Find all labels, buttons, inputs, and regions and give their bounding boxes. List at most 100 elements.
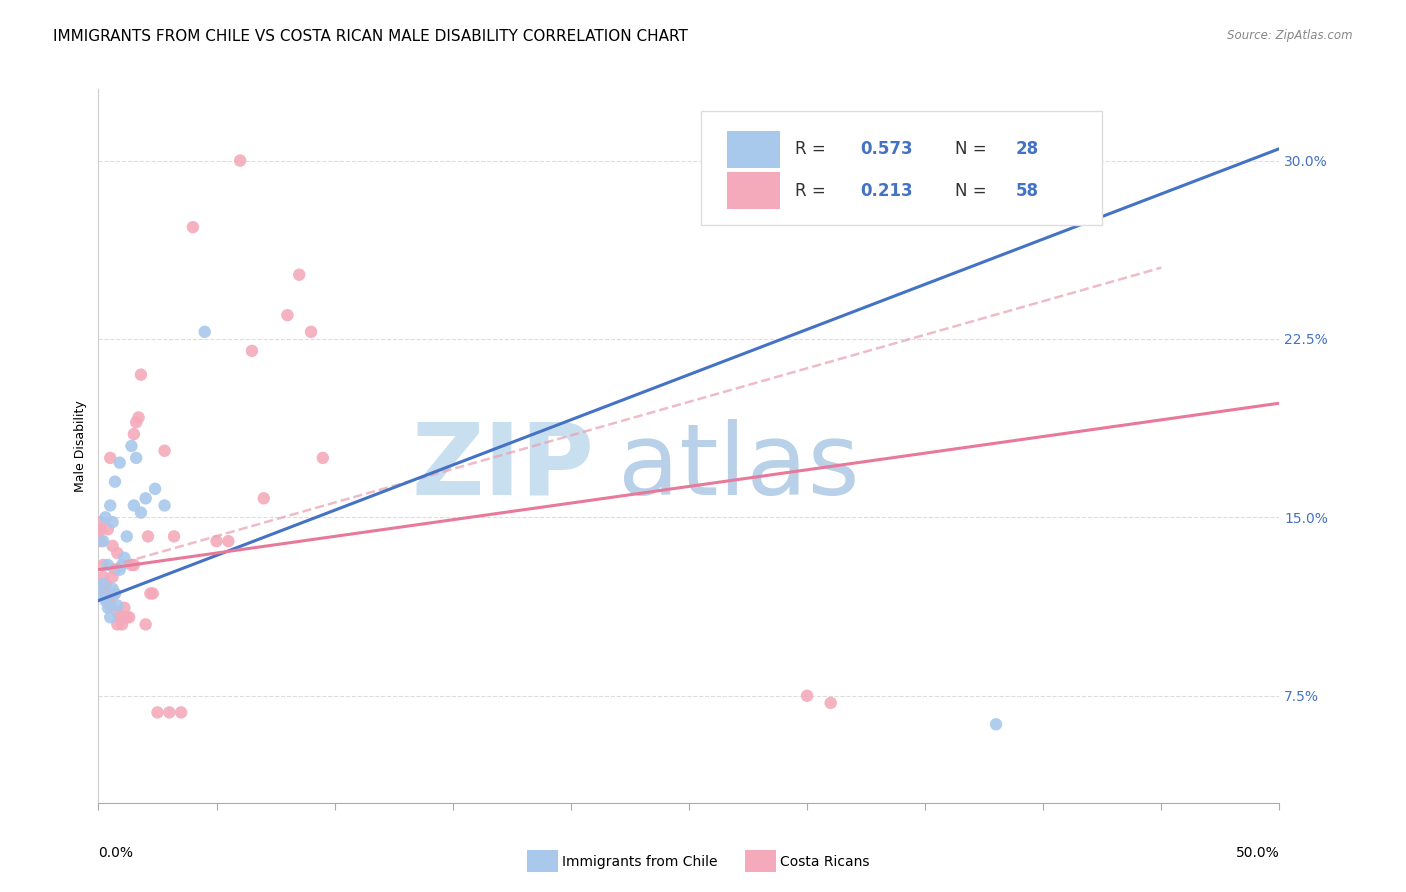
Point [181, 220, 204, 235]
Text: Source: ZipAtlas.com: Source: ZipAtlas.com [1227, 29, 1353, 42]
Point [94, 586, 117, 600]
Text: 58: 58 [1017, 182, 1039, 200]
Point [157, 706, 180, 720]
Point [129, 506, 152, 520]
Point [104, 563, 127, 577]
Text: IMMIGRANTS FROM CHILE VS COSTA RICAN MALE DISABILITY CORRELATION CHART: IMMIGRANTS FROM CHILE VS COSTA RICAN MAL… [53, 29, 689, 44]
Point [101, 539, 124, 553]
Point [194, 325, 217, 339]
Point [91, 577, 114, 591]
Point [98, 599, 121, 613]
Point [97, 600, 120, 615]
Point [153, 499, 176, 513]
Text: ZIP: ZIP [412, 419, 595, 516]
Point [90, 522, 112, 536]
Point [163, 529, 186, 543]
Point [229, 153, 252, 168]
Point [122, 427, 145, 442]
Point [115, 610, 138, 624]
Y-axis label: Male Disability: Male Disability [75, 401, 87, 491]
Text: N =: N = [955, 140, 991, 158]
Point [142, 586, 165, 600]
Point [115, 529, 138, 543]
Point [108, 610, 131, 624]
Point [299, 325, 322, 339]
Point [91, 534, 114, 549]
Point [170, 706, 193, 720]
Point [820, 696, 842, 710]
Point [796, 689, 818, 703]
FancyBboxPatch shape [727, 130, 780, 168]
Point [97, 593, 120, 607]
Point [104, 586, 127, 600]
Point [125, 450, 148, 465]
Point [128, 410, 150, 425]
Point [91, 577, 114, 591]
Point [111, 558, 134, 572]
Point [129, 368, 152, 382]
Text: atlas: atlas [619, 419, 859, 516]
Text: 0.213: 0.213 [860, 182, 912, 200]
Point [253, 491, 276, 506]
Point [312, 450, 335, 465]
Point [101, 570, 124, 584]
Text: R =: R = [796, 182, 831, 200]
Text: 0.0%: 0.0% [98, 846, 134, 860]
Point [94, 593, 117, 607]
Point [125, 415, 148, 429]
Text: 50.0%: 50.0% [1236, 846, 1279, 860]
Point [217, 534, 239, 549]
Point [90, 586, 112, 600]
Point [108, 563, 131, 577]
Point [135, 491, 157, 506]
Text: N =: N = [955, 182, 991, 200]
Point [111, 610, 134, 624]
Point [90, 534, 112, 549]
Text: Immigrants from Chile: Immigrants from Chile [562, 855, 718, 869]
Point [139, 586, 162, 600]
Point [91, 558, 114, 572]
Point [121, 439, 143, 453]
Point [143, 482, 166, 496]
Point [105, 617, 128, 632]
Point [240, 343, 263, 358]
Point [122, 499, 145, 513]
Point [90, 522, 112, 536]
Point [112, 600, 135, 615]
Point [104, 475, 127, 489]
Point [118, 610, 141, 624]
Point [122, 558, 145, 572]
Point [90, 515, 112, 529]
Point [98, 593, 121, 607]
Point [136, 529, 159, 543]
Point [98, 450, 121, 465]
Point [98, 499, 121, 513]
Point [98, 610, 121, 624]
Point [153, 443, 176, 458]
Point [984, 717, 1007, 731]
Point [97, 558, 120, 572]
Point [146, 706, 169, 720]
Point [97, 522, 120, 536]
Point [105, 606, 128, 620]
Point [276, 308, 298, 322]
Text: Costa Ricans: Costa Ricans [780, 855, 870, 869]
Point [94, 510, 117, 524]
Text: R =: R = [796, 140, 831, 158]
FancyBboxPatch shape [700, 111, 1102, 225]
Point [91, 582, 114, 596]
Text: 0.573: 0.573 [860, 140, 912, 158]
Point [94, 577, 117, 591]
Point [108, 610, 131, 624]
Point [288, 268, 311, 282]
Point [121, 558, 143, 572]
Point [111, 617, 134, 632]
Point [104, 586, 127, 600]
Point [205, 534, 228, 549]
Text: 28: 28 [1017, 140, 1039, 158]
Point [105, 546, 128, 560]
Point [94, 586, 117, 600]
Point [91, 570, 114, 584]
FancyBboxPatch shape [727, 172, 780, 209]
Point [94, 577, 117, 591]
